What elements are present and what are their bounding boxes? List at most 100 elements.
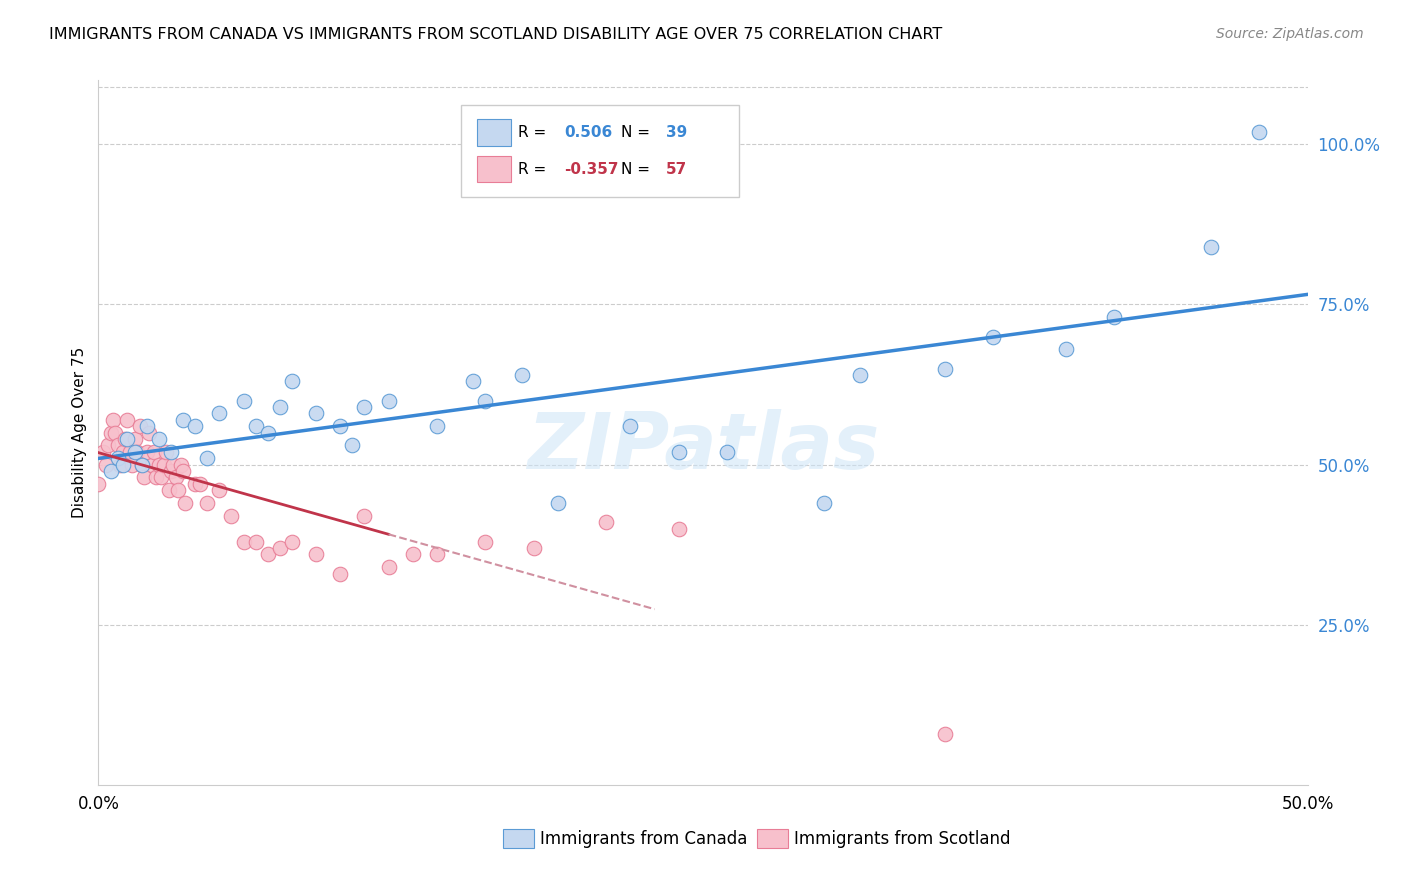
Point xyxy=(155,445,177,459)
Point xyxy=(87,476,110,491)
Point xyxy=(342,438,364,452)
Point xyxy=(402,547,425,561)
Point xyxy=(128,419,150,434)
Text: 57: 57 xyxy=(665,161,686,177)
Point xyxy=(463,375,485,389)
Text: N =: N = xyxy=(621,161,655,177)
Point xyxy=(117,432,139,446)
Point xyxy=(160,445,183,459)
Point xyxy=(934,361,956,376)
Point xyxy=(716,445,738,459)
Point xyxy=(426,547,449,561)
Point xyxy=(135,445,157,459)
Point xyxy=(353,400,375,414)
Point xyxy=(934,727,956,741)
Point xyxy=(1102,310,1125,325)
Point xyxy=(329,566,352,581)
Point xyxy=(281,534,304,549)
Point xyxy=(172,464,194,478)
Point xyxy=(232,393,254,408)
Text: R =: R = xyxy=(517,161,551,177)
Point xyxy=(184,419,207,434)
Point xyxy=(1199,240,1222,254)
Point xyxy=(377,560,399,574)
Point xyxy=(143,445,166,459)
Point xyxy=(101,413,124,427)
Point xyxy=(141,458,163,472)
Point xyxy=(172,413,194,427)
Point xyxy=(167,483,190,498)
Point xyxy=(138,425,160,440)
Point xyxy=(108,458,131,472)
Point xyxy=(160,464,183,478)
Point xyxy=(121,458,143,472)
Point xyxy=(97,438,120,452)
Point xyxy=(127,445,149,459)
FancyBboxPatch shape xyxy=(503,829,534,848)
Point xyxy=(111,445,134,459)
Point xyxy=(100,464,122,478)
Point xyxy=(148,432,170,446)
Point xyxy=(94,458,117,472)
Point xyxy=(157,483,180,498)
Point xyxy=(668,445,690,459)
Point xyxy=(305,547,328,561)
Point xyxy=(208,483,231,498)
Point xyxy=(134,470,156,484)
Point xyxy=(184,476,207,491)
Point xyxy=(849,368,872,382)
Text: 0.506: 0.506 xyxy=(564,125,612,140)
Point xyxy=(162,458,184,472)
Text: R =: R = xyxy=(517,125,551,140)
Text: Immigrants from Scotland: Immigrants from Scotland xyxy=(793,830,1010,847)
Point xyxy=(118,445,141,459)
Point xyxy=(131,458,153,472)
Point xyxy=(523,541,546,555)
Point xyxy=(474,393,496,408)
Point xyxy=(547,496,569,510)
Point xyxy=(174,496,197,510)
Text: N =: N = xyxy=(621,125,655,140)
Point xyxy=(195,496,218,510)
Point xyxy=(474,534,496,549)
Point xyxy=(208,406,231,420)
Point xyxy=(813,496,835,510)
Point xyxy=(107,451,129,466)
Point xyxy=(100,425,122,440)
Text: Source: ZipAtlas.com: Source: ZipAtlas.com xyxy=(1216,27,1364,41)
Point xyxy=(232,534,254,549)
Point xyxy=(91,445,114,459)
Point xyxy=(221,508,243,523)
Y-axis label: Disability Age Over 75: Disability Age Over 75 xyxy=(72,347,87,518)
Point xyxy=(165,470,187,484)
FancyBboxPatch shape xyxy=(477,156,510,183)
Point xyxy=(377,393,399,408)
Point xyxy=(104,425,127,440)
Point xyxy=(595,516,617,530)
FancyBboxPatch shape xyxy=(477,119,510,145)
Point xyxy=(269,541,291,555)
Point xyxy=(111,458,134,472)
Point xyxy=(510,368,533,382)
Point xyxy=(169,458,191,472)
Point xyxy=(269,400,291,414)
Text: -0.357: -0.357 xyxy=(564,161,619,177)
Point xyxy=(426,419,449,434)
Point xyxy=(114,432,136,446)
Point xyxy=(152,458,174,472)
Point xyxy=(135,419,157,434)
Point xyxy=(981,329,1004,343)
FancyBboxPatch shape xyxy=(758,829,787,848)
Text: ZIPatlas: ZIPatlas xyxy=(527,409,879,484)
Point xyxy=(150,470,173,484)
Point xyxy=(1249,124,1271,138)
Point xyxy=(124,445,146,459)
Point xyxy=(131,458,153,472)
Point xyxy=(668,522,690,536)
Point xyxy=(148,458,170,472)
Point xyxy=(107,438,129,452)
Text: Immigrants from Canada: Immigrants from Canada xyxy=(540,830,747,847)
Text: IMMIGRANTS FROM CANADA VS IMMIGRANTS FROM SCOTLAND DISABILITY AGE OVER 75 CORREL: IMMIGRANTS FROM CANADA VS IMMIGRANTS FRO… xyxy=(49,27,942,42)
Point xyxy=(256,547,278,561)
Point xyxy=(245,534,267,549)
